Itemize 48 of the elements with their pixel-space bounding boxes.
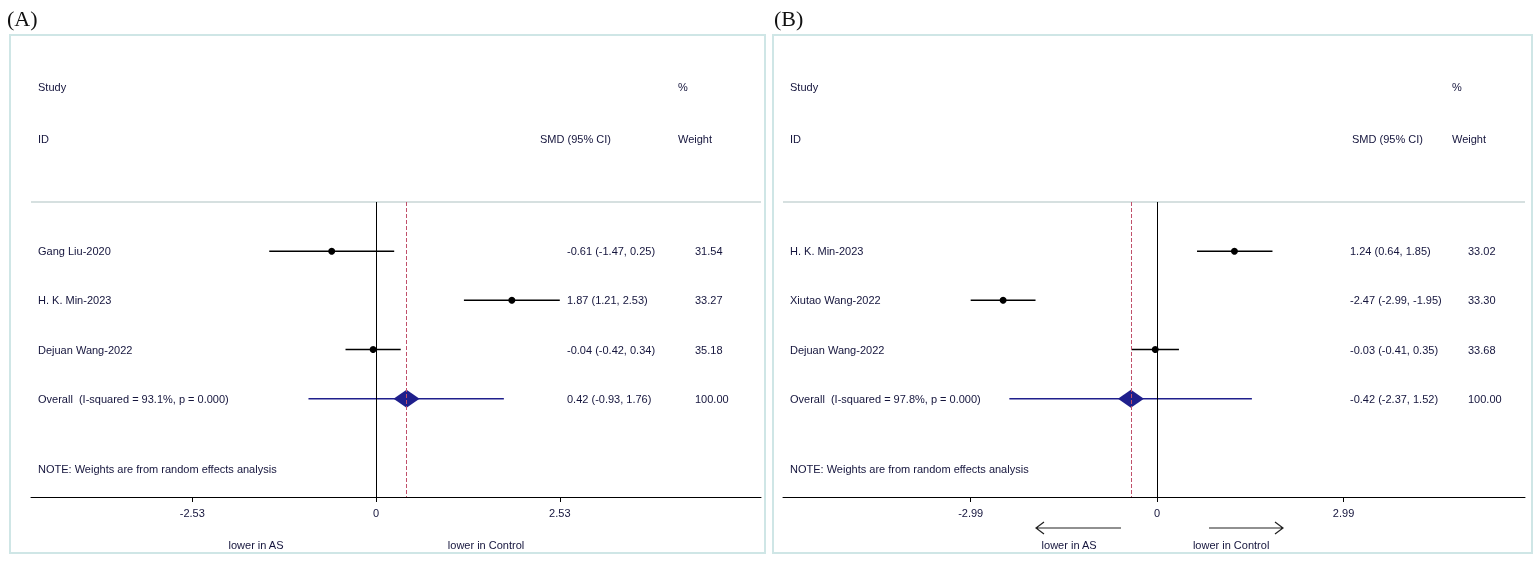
text: ID xyxy=(38,133,50,145)
text: NOTE: Weights are from random effects analysis xyxy=(790,463,1030,475)
text: Weight xyxy=(678,133,713,145)
annotation: -2.47 (-2.99, -1.95) xyxy=(1350,294,1442,307)
text: lower in AS xyxy=(228,539,284,551)
text: lower in Control xyxy=(447,539,525,551)
annotation: 35.18 xyxy=(695,343,723,356)
annotation: 1.24 (0.64, 1.85) xyxy=(1350,245,1431,258)
annotation: -0.42 (-2.37, 1.52) xyxy=(1350,392,1439,405)
text: SMD (95% CI) xyxy=(540,133,611,145)
text: Study xyxy=(38,81,67,93)
annotation: 33.30 xyxy=(1468,294,1496,307)
y-tick-label: Xiutao Wang-2022 xyxy=(790,294,881,307)
annotation: 100.00 xyxy=(1468,392,1502,405)
text: lower in AS xyxy=(1041,539,1097,551)
chart-title: (B) xyxy=(774,5,804,31)
text: SMD (95% CI) xyxy=(1352,133,1423,145)
chart-title: (A) xyxy=(7,5,38,31)
text: % xyxy=(1452,81,1462,93)
y-tick-label: Overall (I-squared = 97.8%, p = 0.000) xyxy=(790,392,981,405)
annotation: -0.03 (-0.41, 0.35) xyxy=(1350,343,1439,356)
annotation: 31.54 xyxy=(695,245,723,258)
annotation: 33.68 xyxy=(1468,343,1496,356)
x-tick-label: -2.99 xyxy=(958,506,984,519)
x-tick-label: 2.99 xyxy=(1332,506,1355,519)
x-tick-label: 0 xyxy=(372,506,380,519)
annotation: 33.27 xyxy=(695,294,723,307)
annotation: 100.00 xyxy=(695,392,729,405)
y-tick-label: Dejuan Wang-2022 xyxy=(790,343,885,356)
x-tick-label: -2.53 xyxy=(179,506,205,519)
x-tick-label: 0 xyxy=(1154,506,1161,519)
y-tick-label: Gang Liu-2020 xyxy=(38,245,111,258)
annotation: 0.42 (-0.93, 1.76) xyxy=(567,392,652,405)
text: lower in Control xyxy=(1192,539,1270,551)
text: % xyxy=(678,81,688,93)
annotation: -0.04 (-0.42, 0.34) xyxy=(567,343,656,356)
annotation: 33.02 xyxy=(1468,245,1496,258)
text: ID xyxy=(790,133,802,145)
annotation: -0.61 (-1.47, 0.25) xyxy=(567,245,656,258)
y-tick-label: Overall (I-squared = 93.1%, p = 0.000) xyxy=(38,392,229,405)
text: Weight xyxy=(1452,133,1487,145)
y-tick-label: H. K. Min-2023 xyxy=(790,245,864,258)
text: Study xyxy=(790,81,819,93)
y-tick-label: Dejuan Wang-2022 xyxy=(38,343,133,356)
annotation: 1.87 (1.21, 2.53) xyxy=(567,294,648,307)
text: NOTE: Weights are from random effects analysis xyxy=(38,463,278,475)
y-tick-label: H. K. Min-2023 xyxy=(38,294,112,307)
x-tick-label: 2.53 xyxy=(549,506,571,519)
